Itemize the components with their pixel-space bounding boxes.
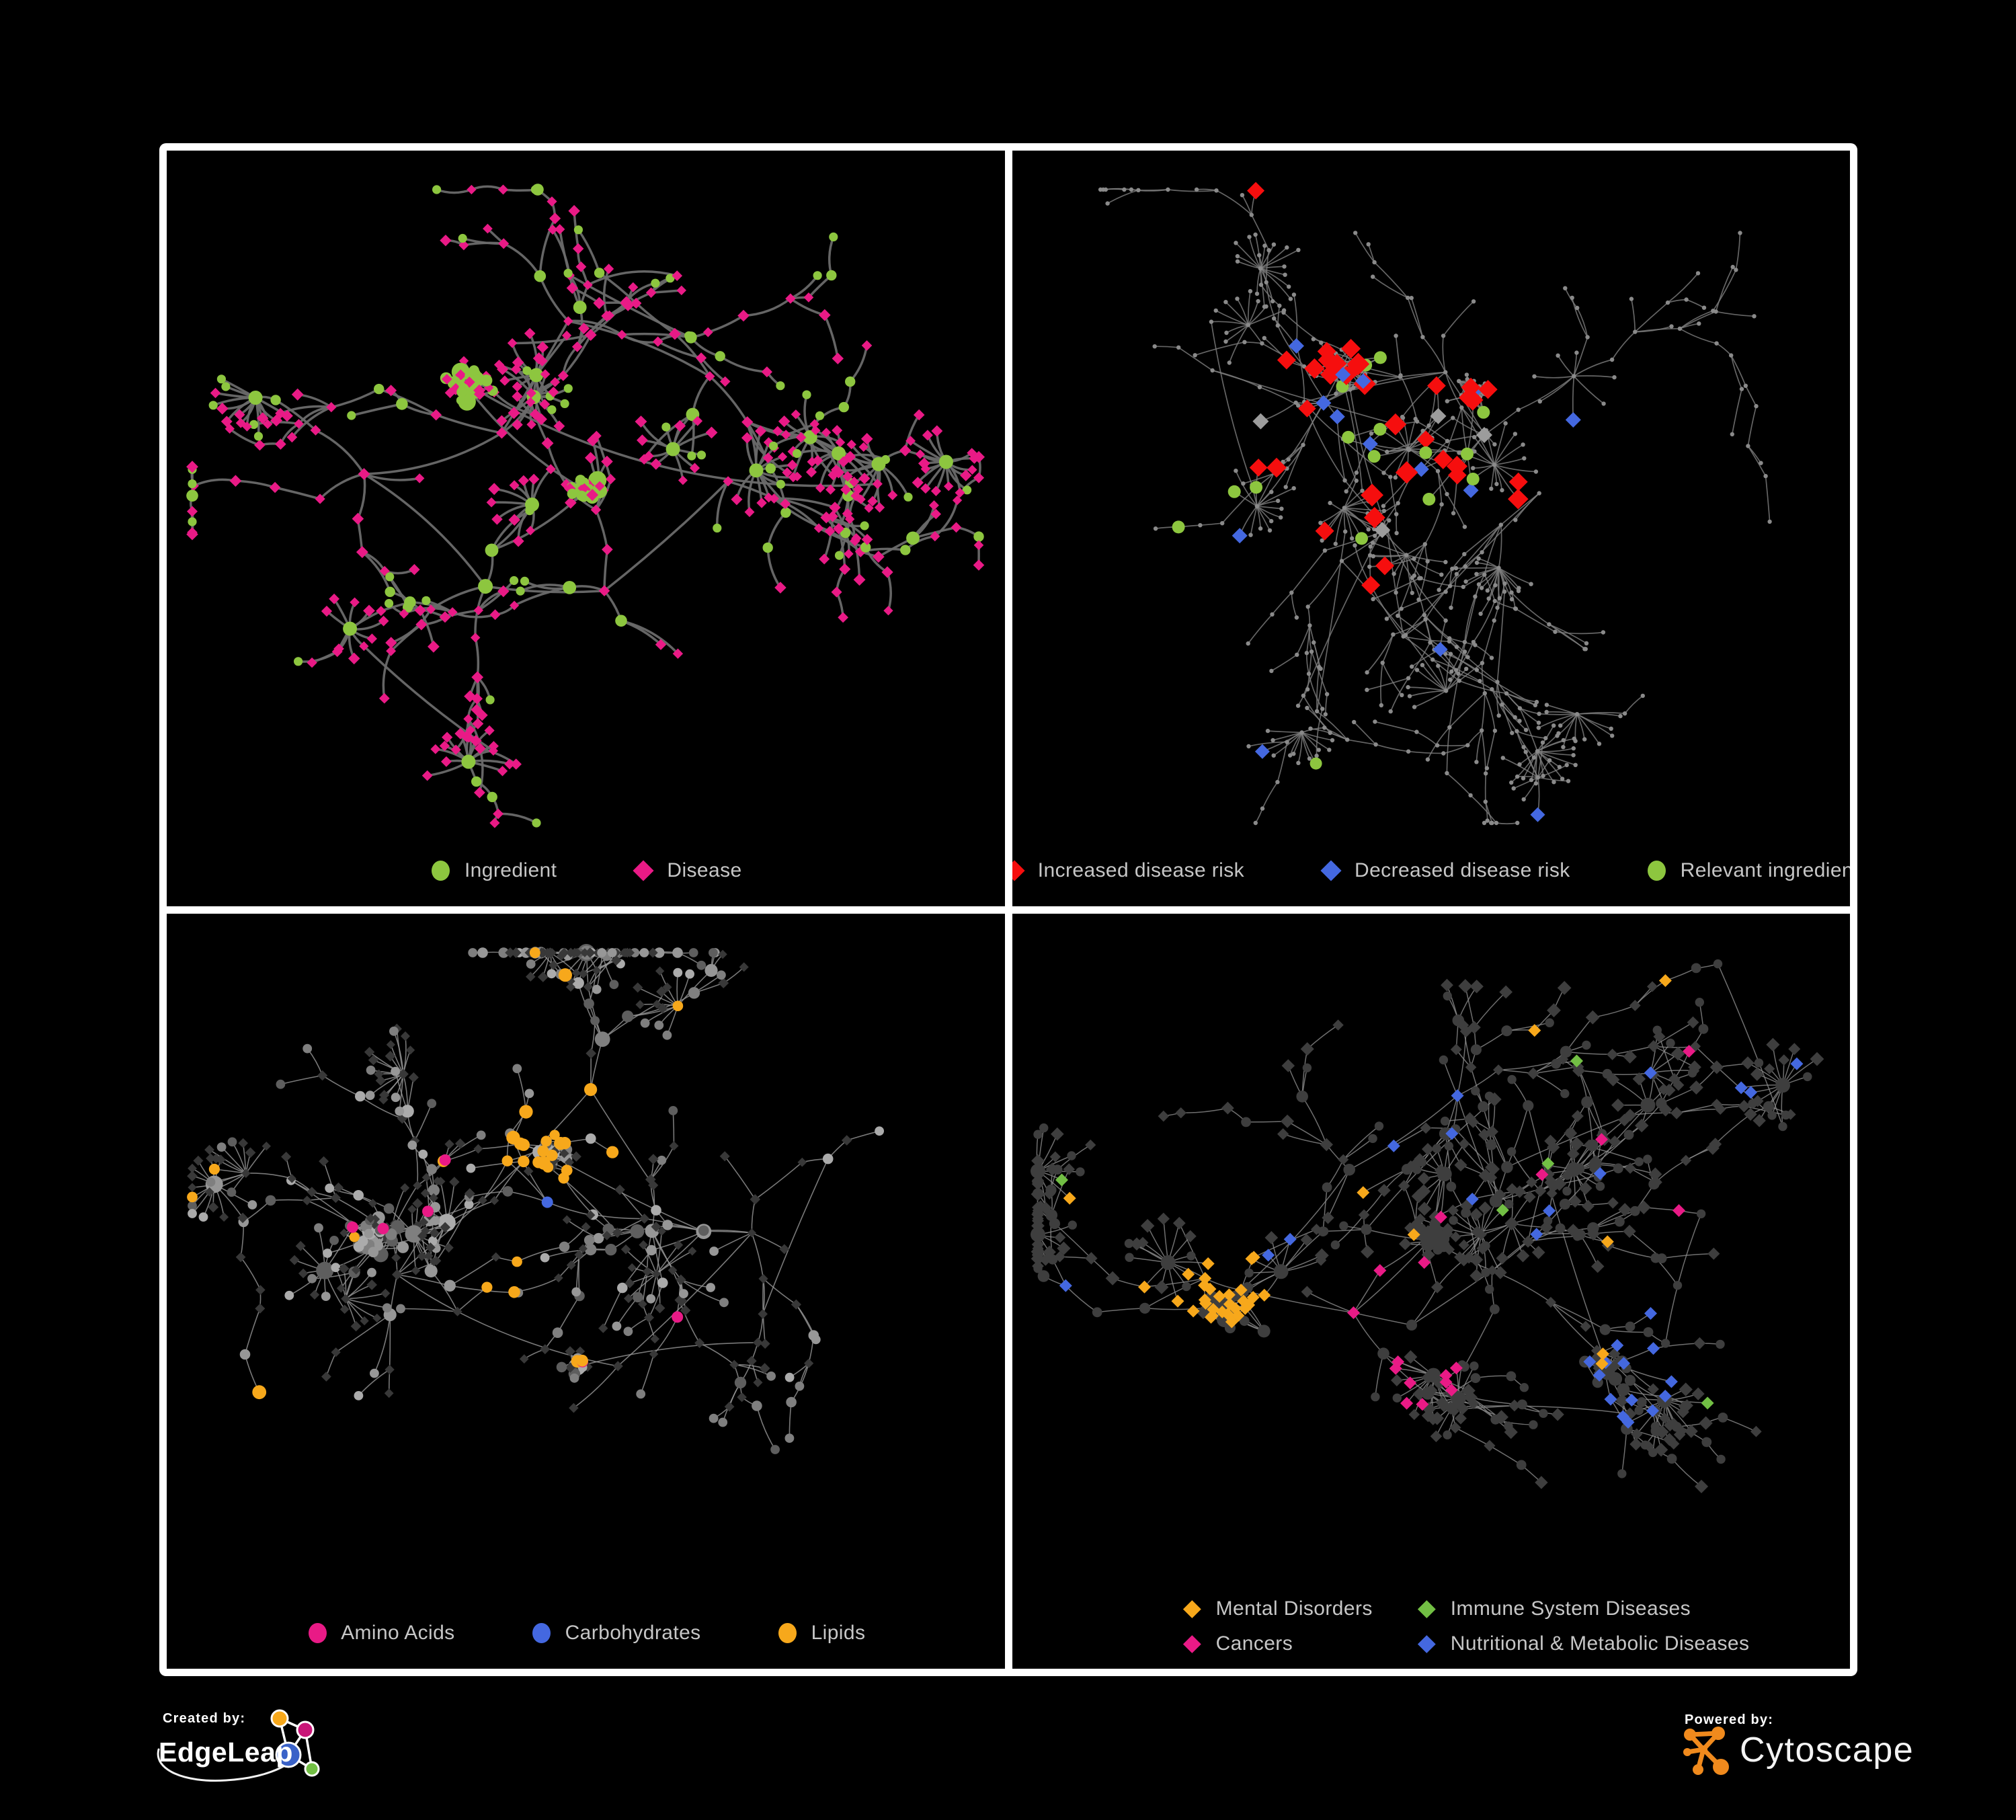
edgeleap-logo: Created by: EdgeLeap <box>157 1709 320 1782</box>
diamond-swatch-icon <box>1012 859 1026 882</box>
legend-item-cancers: Cancers <box>1181 1632 1373 1655</box>
cytoscape-brand: Cytoscape <box>1740 1731 1914 1770</box>
legend-label: Decreased disease risk <box>1355 859 1570 881</box>
edgeleap-credit: Created by: EdgeLeap <box>152 1705 324 1789</box>
legend-item-nutritional-metabolic-diseases: Nutritional & Metabolic Diseases <box>1416 1632 1750 1655</box>
edgeleap-node-magenta-icon <box>296 1720 315 1739</box>
edgeleap-node-green-icon <box>304 1761 320 1777</box>
legend-2: Amino Acids Carbohydrates Lipids <box>167 1622 1005 1645</box>
legend-item-ingredient: Ingredient <box>430 859 557 882</box>
panel-disease-risk: Increased disease risk Decreased disease … <box>1012 151 1850 906</box>
created-by-label: Created by: <box>163 1711 245 1726</box>
cytoscape-credit: Powered by: Cytoscape <box>1678 1708 1947 1785</box>
swatch-shape <box>432 860 450 881</box>
swatch-shape <box>633 859 654 881</box>
panel-nutrient-classes: Amino Acids Carbohydrates Lipids <box>167 913 1005 1669</box>
panel-ingredient-disease: Ingredient Disease <box>167 151 1005 906</box>
swatch-shape <box>1418 1599 1437 1618</box>
edgeleap-brand: EdgeLeap <box>159 1737 293 1768</box>
swatch-shape <box>1183 1599 1202 1618</box>
legend-item-increased-disease-risk: Increased disease risk <box>1012 859 1245 882</box>
figure-grid: Ingredient Disease Increased disease risk… <box>159 143 1857 1676</box>
legend-item-mental-disorders: Mental Disorders <box>1181 1597 1373 1620</box>
circle-swatch-icon <box>430 859 452 882</box>
swatch-shape <box>1320 859 1342 881</box>
legend-0: Ingredient Disease <box>167 859 1005 882</box>
legend-label: Disease <box>667 859 742 881</box>
disease-class-network-graph <box>1030 959 1824 1493</box>
diamond-swatch-icon <box>632 859 655 882</box>
swatch-shape <box>1648 860 1666 881</box>
legend-label: Cancers <box>1215 1632 1293 1655</box>
legend-label: Lipids <box>811 1622 866 1644</box>
circle-swatch-icon <box>1646 859 1668 882</box>
legend-item-carbohydrates: Carbohydrates <box>530 1622 701 1645</box>
cytoscape-icon-nodes <box>1683 1727 1729 1775</box>
diamond-swatch-icon <box>1181 1597 1204 1620</box>
ingredient-disease-network-graph <box>186 184 985 828</box>
legend-item-decreased-disease-risk: Decreased disease risk <box>1320 859 1570 882</box>
legend-1: Increased disease risk Decreased disease … <box>1012 859 1850 882</box>
edgeleap-network-icon <box>278 1717 313 1770</box>
panel-disease-classes: Mental Disorders Immune System Diseases Ca… <box>1012 913 1850 1669</box>
legend-item-immune-system-diseases: Immune System Diseases <box>1416 1597 1750 1620</box>
legend-item-relevant-ingredient: Relevant ingredient <box>1646 859 1850 882</box>
circle-swatch-icon <box>776 1622 799 1645</box>
diamond-swatch-icon <box>1181 1632 1204 1655</box>
diamond-swatch-icon <box>1416 1632 1439 1655</box>
diamond-swatch-icon <box>1416 1597 1439 1620</box>
legend-3: Mental Disorders Immune System Diseases Ca… <box>1181 1597 1750 1655</box>
circle-swatch-icon <box>530 1622 553 1645</box>
swatch-shape <box>308 1623 327 1643</box>
powered-by-label: Powered by: <box>1685 1712 1773 1727</box>
swatch-shape <box>778 1623 797 1643</box>
swatch-shape <box>1183 1634 1202 1653</box>
cytoscape-logo: Powered by: Cytoscape <box>1683 1712 1914 1775</box>
edgeleap-node-orange-icon <box>270 1709 289 1728</box>
nutrient-class-network-graph <box>187 943 884 1454</box>
legend-item-amino-acids: Amino Acids <box>306 1622 454 1645</box>
legend-label: Immune System Diseases <box>1450 1597 1691 1620</box>
circle-swatch-icon <box>306 1622 329 1645</box>
legend-item-disease: Disease <box>632 859 741 882</box>
legend-label: Mental Disorders <box>1215 1597 1373 1620</box>
swatch-shape <box>1012 859 1025 881</box>
swatch-shape <box>1418 1634 1437 1653</box>
edgeleap-node-blue-icon <box>275 1741 302 1768</box>
legend-label: Carbohydrates <box>565 1622 701 1644</box>
legend-label: Amino Acids <box>341 1622 455 1644</box>
disease-risk-network-graph <box>1098 182 1772 826</box>
swatch-shape <box>532 1623 551 1643</box>
legend-label: Ingredient <box>464 859 557 881</box>
legend-item-lipids: Lipids <box>776 1622 866 1645</box>
diamond-swatch-icon <box>1320 859 1342 882</box>
legend-label: Increased disease risk <box>1037 859 1245 881</box>
legend-label: Nutritional & Metabolic Diseases <box>1450 1632 1750 1655</box>
cytoscape-icon <box>1685 1731 1724 1772</box>
legend-label: Relevant ingredient <box>1680 859 1850 881</box>
